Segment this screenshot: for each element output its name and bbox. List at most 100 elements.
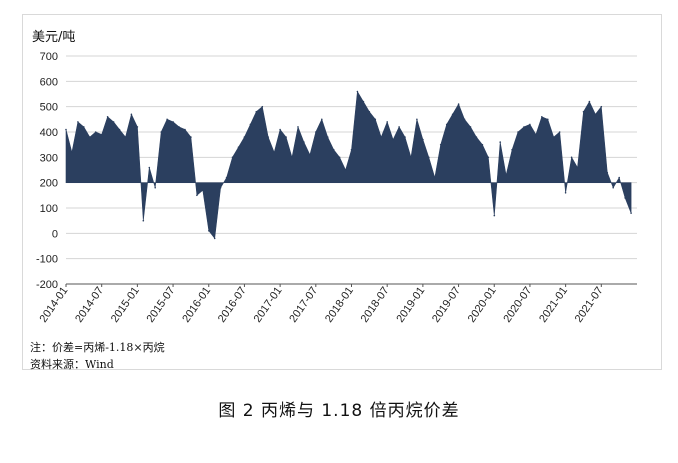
data-point [130,113,133,116]
data-point [231,156,234,159]
data-point [386,121,389,123]
data-point [100,133,103,136]
data-point [439,143,442,146]
data-point [124,136,127,138]
data-point [612,186,614,189]
data-point [493,214,496,217]
data-point [547,118,549,121]
x-tick-label: 2016-07 [216,285,249,325]
data-point [291,156,293,159]
figure-caption: 图 2 丙烯与 1.18 倍丙烷价差 [218,401,460,421]
y-tick-label: -100 [36,254,58,266]
data-point [94,131,97,133]
data-point [505,174,507,176]
data-point [249,123,252,126]
data-point [434,176,436,179]
data-point [136,126,139,128]
x-tick-label: 2014-07 [73,285,106,325]
x-tick-label: 2018-07 [359,285,392,325]
data-point [356,90,359,93]
x-tick-label: 2019-01 [394,285,427,325]
x-tick-label: 2020-01 [466,285,499,325]
data-point [285,136,287,138]
x-tick-label: 2021-07 [573,285,606,325]
data-point [624,197,626,199]
data-point [184,128,186,131]
data-point [588,100,591,103]
data-point [309,154,311,156]
data-point [428,156,430,159]
x-tick-label: 2017-07 [287,285,320,325]
x-tick-label: 2017-01 [252,285,285,325]
data-point [475,136,478,138]
y-tick-label: 100 [40,203,58,215]
data-point [261,105,264,108]
x-tick-label: 2021-01 [537,285,570,325]
data-point [445,123,448,126]
data-point [416,118,418,121]
y-tick-label: -200 [36,279,58,291]
data-point [487,156,490,159]
data-point [582,110,585,113]
data-point [71,151,73,154]
data-point [225,176,228,179]
data-point [315,131,317,133]
data-point [202,189,204,192]
data-point [279,128,281,131]
data-point [255,110,258,113]
data-point [148,166,151,169]
data-point [422,138,424,141]
data-point [392,138,394,141]
data-point [219,186,222,189]
data-point [154,186,156,189]
x-tick-label: 2020-07 [501,285,534,325]
chart-frame [22,14,662,370]
data-point [326,136,329,138]
data-point [570,156,573,159]
y-tick-label: 500 [40,102,58,114]
data-point [273,151,276,154]
data-point [237,146,240,148]
data-point [142,219,145,222]
data-point [558,131,561,133]
data-point [410,156,412,159]
data-point [511,148,513,151]
spread-area-series [65,90,632,240]
data-point [338,156,341,159]
y-tick-label: 0 [52,228,58,240]
data-point [404,136,406,138]
x-tick-label: 2016-01 [180,285,213,325]
x-tick-label: 2015-01 [109,285,142,325]
data-point [166,118,168,121]
x-tick-label: 2015-07 [145,285,178,325]
data-point [303,141,305,143]
source-note: 资料来源：Wind [30,358,114,371]
data-point [398,126,400,128]
data-point [65,128,67,131]
data-point [350,148,353,151]
data-point [112,121,115,123]
data-point [344,169,347,171]
data-point [380,136,383,138]
data-point [243,136,246,138]
data-point [362,100,365,103]
data-point [606,171,609,174]
y-tick-label: 300 [40,152,58,164]
data-point [190,136,192,138]
data-point [178,126,180,128]
data-point [332,148,335,151]
data-point [594,113,597,116]
data-point [172,121,174,123]
data-point [267,136,270,138]
data-point [564,192,567,194]
data-point [517,131,519,133]
data-point [208,230,210,232]
data-point [552,136,555,138]
data-point [535,133,537,136]
data-point [83,126,85,128]
y-tick-label: 600 [40,76,58,88]
data-point [469,126,472,128]
y-tick-label: 700 [40,51,58,63]
data-point [481,143,484,146]
